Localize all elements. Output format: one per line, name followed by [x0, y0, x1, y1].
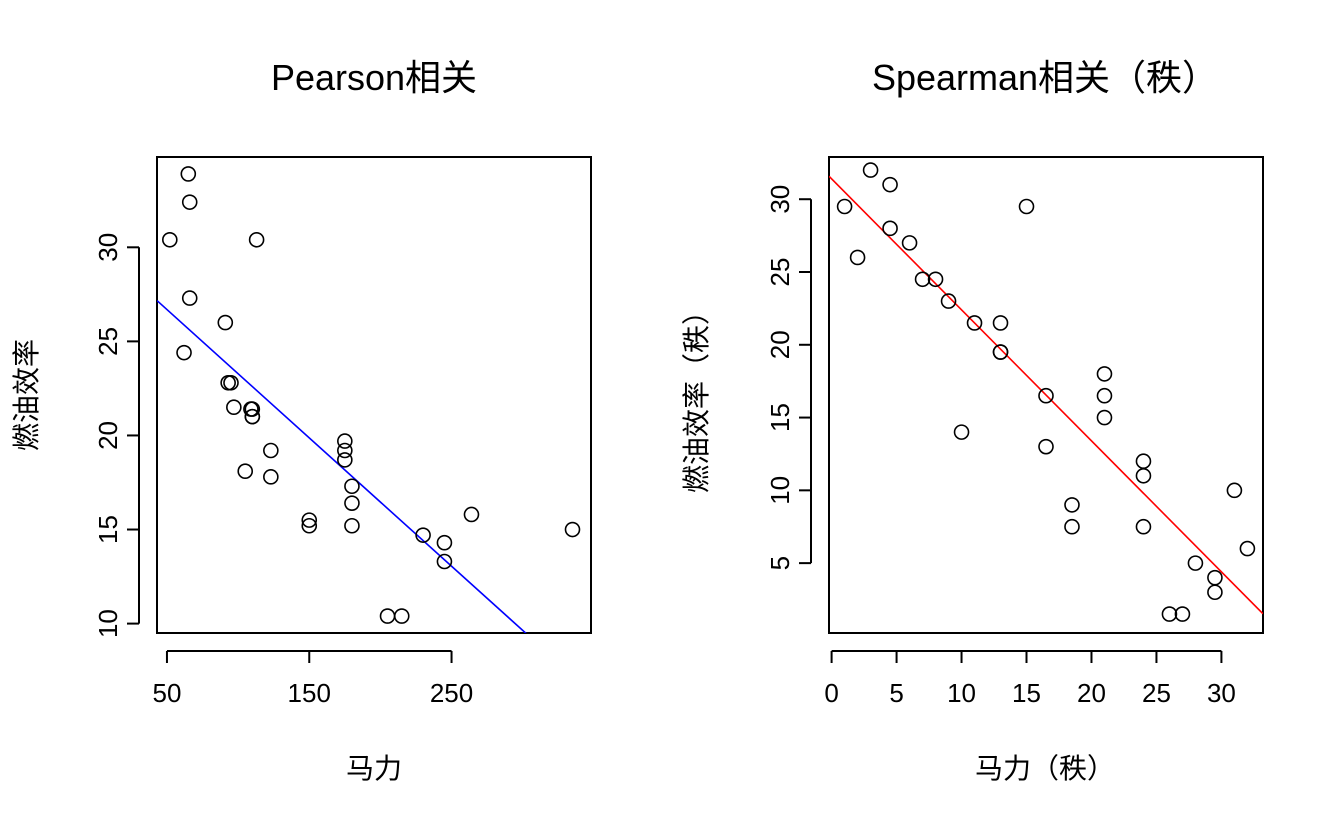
spearman-data-point — [1226, 482, 1243, 499]
pearson-data-point — [180, 166, 197, 182]
spearman-x-axis-label: 马力（秩） — [975, 753, 1115, 784]
pearson-data-point — [301, 512, 318, 528]
pearson-data-point — [248, 231, 265, 248]
pearson-x-tick-label: 50 — [152, 678, 181, 708]
spearman-data-point — [1174, 606, 1191, 622]
pearson-data-point — [223, 374, 239, 391]
spearman-data-point — [836, 198, 853, 215]
pearson-data-point — [463, 506, 480, 523]
spearman-data-point — [1018, 198, 1035, 215]
pearson-data-point — [415, 527, 431, 543]
spearman-data-point — [927, 271, 944, 288]
spearman-fit-line — [829, 175, 1263, 615]
spearman-data-point — [1187, 555, 1204, 571]
spearman-data-point — [992, 315, 1009, 331]
pearson-data-point — [263, 469, 279, 485]
spearman-y-tick-label: 5 — [765, 556, 795, 570]
spearman-y-tick-label: 25 — [765, 258, 795, 287]
spearman-x-tick-label: 10 — [947, 678, 976, 708]
spearman-data-point — [914, 271, 931, 288]
pearson-data-point — [263, 442, 279, 459]
pearson-y-tick-label: 15 — [93, 515, 123, 544]
pearson-panel: Pearson相关 马力 燃油效率 50 150 250 10 15 20 25 30 — [11, 57, 592, 784]
pearson-data-point — [244, 408, 261, 425]
spearman-data-point — [1096, 366, 1113, 382]
pearson-title: Pearson相关 — [271, 57, 477, 98]
pearson-data-point — [237, 463, 254, 479]
spearman-x-tick-label: 5 — [889, 678, 903, 708]
pearson-data-point — [226, 399, 242, 416]
spearman-data-point — [966, 315, 983, 331]
pearson-y-tick-label: 10 — [93, 609, 123, 638]
spearman-y-tick-label: 15 — [765, 403, 795, 432]
pearson-data-point — [337, 433, 353, 449]
spearman-data-point — [1064, 497, 1080, 513]
spearman-marks: 0 5 10 15 20 25 30 5 10 15 20 25 30 — [765, 162, 1263, 708]
spearman-data-point — [953, 424, 970, 440]
spearman-data-point — [992, 344, 1009, 360]
spearman-y-axis-label: 燃油效率（秩） — [681, 297, 712, 493]
spearman-data-point — [849, 249, 866, 266]
spearman-data-point — [1096, 387, 1113, 404]
spearman-y-tick-label: 10 — [765, 476, 795, 505]
pearson-data-point — [436, 534, 453, 551]
spearman-data-point — [1161, 606, 1178, 622]
pearson-data-point — [181, 194, 198, 210]
pearson-x-tick-label: 250 — [430, 678, 473, 708]
pearson-x-axis-label: 马力 — [346, 753, 402, 784]
spearman-data-point — [1135, 467, 1152, 484]
spearman-y-tick-label: 30 — [765, 185, 795, 214]
pearson-fit-line — [157, 300, 527, 633]
spearman-data-point — [1038, 438, 1054, 455]
spearman-data-point — [1096, 409, 1113, 426]
spearman-data-point — [882, 176, 898, 193]
spearman-data-point — [940, 293, 957, 309]
spearman-x-tick-label: 15 — [1012, 678, 1041, 708]
pearson-plot-frame — [156, 156, 592, 634]
pearson-data-point — [337, 442, 353, 459]
pearson-data-point — [301, 517, 318, 534]
pearson-data-point — [436, 553, 453, 570]
spearman-data-point — [901, 235, 918, 251]
spearman-y-tick-label: 20 — [765, 330, 795, 359]
pearson-data-point — [337, 452, 353, 468]
pearson-data-point — [564, 521, 581, 538]
spearman-x-tick-label: 20 — [1077, 678, 1106, 708]
spearman-x-tick-label: 0 — [824, 678, 838, 708]
spearman-data-point — [1064, 518, 1080, 535]
spearman-data-point — [1207, 569, 1223, 586]
pearson-x-tick-label: 150 — [288, 678, 331, 708]
spearman-x-tick-label: 30 — [1207, 678, 1236, 708]
spearman-data-point — [1239, 540, 1256, 557]
spearman-data-point — [862, 162, 879, 178]
pearson-y-tick-label: 20 — [93, 421, 123, 450]
spearman-x-tick-label: 25 — [1142, 678, 1171, 708]
pearson-data-point — [393, 608, 410, 624]
spearman-data-point — [1038, 387, 1054, 404]
pearson-marks: 50 150 250 10 15 20 25 30 — [93, 166, 581, 708]
pearson-y-tick-label: 30 — [93, 233, 123, 262]
pearson-data-point — [344, 517, 360, 534]
pearson-y-tick-label: 25 — [93, 327, 123, 356]
pearson-data-point — [162, 231, 178, 248]
spearman-data-point — [882, 220, 898, 237]
spearman-panel: Spearman相关（秩） 马力（秩） 燃油效率（秩） 0 5 10 15 20 25 30… — [681, 57, 1264, 784]
spearman-data-point — [1135, 453, 1152, 470]
pearson-data-point — [181, 290, 198, 306]
pearson-data-point — [176, 344, 192, 361]
pearson-data-point — [217, 314, 234, 331]
spearman-title: Spearman相关（秩） — [872, 57, 1218, 98]
pearson-data-point — [344, 495, 360, 511]
pearson-y-axis-label: 燃油效率 — [11, 339, 42, 451]
spearman-data-point — [1207, 584, 1223, 601]
pearson-data-point — [344, 478, 360, 495]
spearman-plot-frame — [828, 156, 1264, 634]
spearman-data-point — [1135, 518, 1152, 535]
pearson-data-point — [243, 401, 259, 417]
pearson-data-point — [379, 608, 396, 624]
